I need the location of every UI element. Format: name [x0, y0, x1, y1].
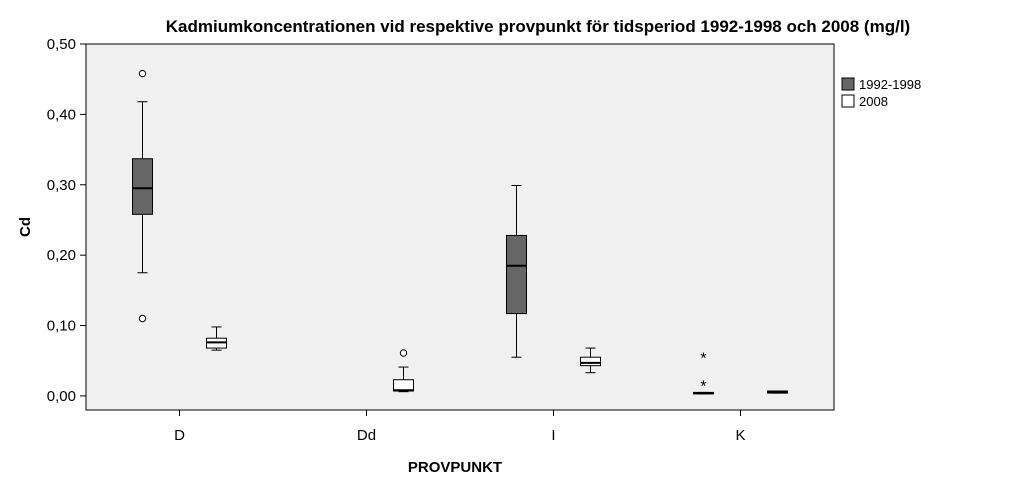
- extreme-point: *: [700, 351, 706, 368]
- y-tick-label: 0,10: [47, 318, 76, 335]
- legend: 1992-1998 2008: [841, 77, 921, 109]
- y-tick-label: 0,50: [47, 36, 76, 53]
- box-2008-K: [767, 390, 788, 394]
- chart-title: Kadmiumkoncentrationen vid respektive pr…: [166, 17, 910, 36]
- box-2008-Dd: [393, 349, 414, 393]
- y-tick-label: 0,30: [47, 177, 76, 194]
- outlier-point: [399, 349, 408, 357]
- box-1992-1998-D: [132, 69, 153, 323]
- box-1992-1998-I: [506, 184, 527, 358]
- y-tick-label: 0,20: [47, 247, 76, 264]
- legend-label: 2008: [859, 94, 888, 109]
- legend-label: 1992-1998: [859, 77, 921, 92]
- legend-swatch: [841, 94, 855, 108]
- x-axis: D Dd I K: [174, 410, 746, 444]
- x-tick-label: D: [174, 427, 185, 444]
- box-iqr: [132, 158, 153, 215]
- outlier-point: [138, 314, 147, 323]
- box-2008-D: [206, 326, 227, 351]
- y-tick-label: 0,40: [47, 106, 76, 123]
- y-axis-label: Cd: [17, 217, 34, 237]
- y-axis: 0,00 0,10 0,20 0,30 0,40 0,50: [47, 36, 86, 405]
- x-tick-label: K: [735, 427, 745, 444]
- box-series-group: **: [132, 69, 788, 396]
- box-iqr: [506, 234, 527, 315]
- plot-area: [85, 43, 835, 411]
- y-tick-label: 0,00: [47, 388, 76, 405]
- outlier-point: [138, 69, 147, 78]
- x-axis-label: PROVPUNKT: [408, 459, 502, 476]
- box-1992-1998-K: **: [693, 351, 714, 396]
- box-iqr: [580, 356, 601, 367]
- extreme-point: *: [700, 379, 706, 396]
- legend-swatch: [841, 77, 855, 91]
- x-tick-label: Dd: [357, 427, 376, 444]
- box-2008-I: [580, 347, 601, 374]
- x-tick-label: I: [551, 427, 555, 444]
